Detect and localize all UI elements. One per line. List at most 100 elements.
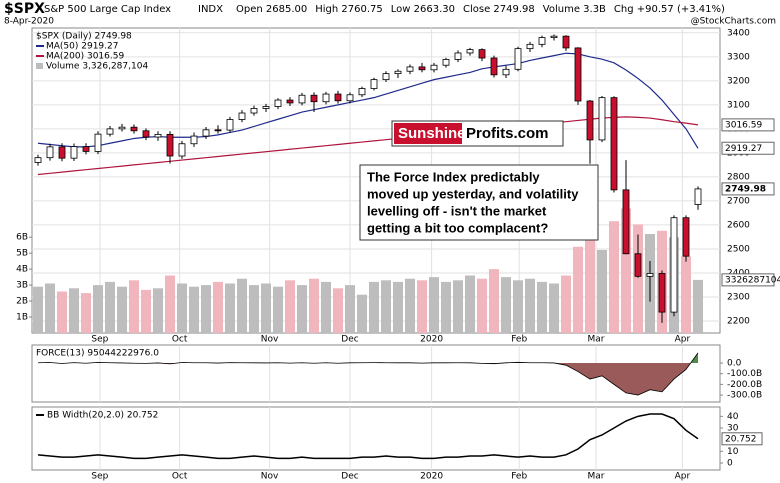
volume-bar — [213, 281, 223, 333]
header-stat: Open 2685.00 — [236, 4, 307, 15]
y-tick-label: 3300 — [727, 52, 750, 62]
volume-bar — [93, 285, 103, 333]
volume-bar — [489, 269, 499, 333]
volume-bar — [633, 224, 643, 333]
x-tick-label: Oct — [172, 472, 188, 482]
header-stat: High 2760.75 — [315, 4, 383, 15]
candle-body — [106, 128, 114, 135]
volume-bar — [549, 283, 559, 333]
volume-bar — [561, 275, 571, 333]
volume-bar — [441, 281, 451, 333]
last-value-label: 2919.27 — [725, 144, 762, 154]
y-tick-label: 40 — [727, 412, 739, 422]
header-stat: Low 2663.30 — [391, 4, 455, 15]
volume-bar — [429, 277, 439, 333]
y-tick-label: 3400 — [727, 28, 750, 38]
y-tick-label: 2700 — [727, 196, 750, 206]
volume-bar — [57, 291, 67, 333]
bb-width-line — [37, 413, 699, 460]
volume-bar — [201, 285, 211, 333]
y-tick-label: 3200 — [727, 76, 750, 86]
x-tick-label: Mar — [588, 335, 605, 345]
candle-body — [370, 79, 378, 89]
y-tick-label: -300.0B — [727, 391, 762, 401]
candle-body — [190, 135, 198, 145]
x-tick-label: Apr — [675, 472, 691, 482]
volume-bar — [273, 286, 283, 333]
volume-bar — [345, 285, 355, 333]
candle-body — [454, 52, 462, 60]
legend-title: $SPX (Daily) 2749.98 — [36, 32, 132, 42]
note-line: getting a bit too complacent? — [367, 220, 548, 235]
x-tick-label: Feb — [511, 335, 527, 345]
candle-body — [550, 35, 558, 39]
last-value-box — [721, 118, 775, 132]
volume-bar — [105, 281, 115, 333]
candle-body — [238, 112, 246, 120]
note-line: levelling off - isn't the market — [367, 203, 547, 218]
candle-body — [622, 189, 630, 255]
volume-bar — [117, 286, 127, 333]
force-area-negative — [56, 363, 691, 396]
candle-body — [646, 273, 654, 277]
candle-body — [466, 49, 474, 54]
y-tick-label: -100.0B — [727, 369, 762, 379]
volume-tick-label: 4B — [16, 265, 28, 275]
volume-bar — [681, 256, 691, 333]
y-tick-label: 3100 — [727, 100, 750, 110]
volume-bar — [453, 280, 463, 333]
volume-bar — [45, 283, 55, 333]
volume-tick-label: 2B — [16, 297, 28, 307]
volume-tick-label: 3B — [16, 281, 28, 291]
candle-body — [178, 143, 186, 157]
candle-body — [298, 94, 306, 104]
volume-bar — [285, 280, 295, 333]
header-stat: Chg +90.57 (+3.41%) — [614, 4, 725, 15]
volume-bar — [417, 280, 427, 333]
volume-bar — [321, 281, 331, 333]
volume-bar — [333, 288, 343, 333]
last-value-label: 3326287104 — [725, 275, 780, 285]
candle-body — [406, 66, 414, 72]
header-stat: Close 2749.98 — [463, 4, 535, 15]
volume-bar — [393, 281, 403, 333]
candle-body — [154, 133, 162, 138]
candle-body — [610, 97, 618, 191]
legend-swatch — [36, 63, 43, 69]
candle-body — [394, 70, 402, 75]
volume-bar — [369, 281, 379, 333]
volume-bar — [249, 285, 259, 333]
candle-body — [682, 217, 690, 257]
x-tick-label: Sep — [91, 472, 108, 482]
candle-body — [142, 130, 150, 138]
logo-part: Sunshine — [398, 125, 466, 142]
note-line: moved up yesterday, and volatility — [367, 186, 579, 201]
candle-body — [670, 217, 678, 313]
volume-bar — [81, 293, 91, 333]
candle-body — [502, 68, 510, 76]
watermark: @StockCharts.com — [691, 17, 776, 27]
y-tick-label: 2600 — [727, 220, 750, 230]
exchange: INDX — [198, 4, 223, 15]
x-tick-label: Dec — [341, 335, 358, 345]
x-tick-label: 2020 — [420, 472, 443, 482]
candle-body — [562, 35, 570, 49]
candle-body — [586, 100, 594, 141]
candle-body — [34, 157, 42, 163]
y-tick-label: 30 — [727, 424, 739, 434]
candle-body — [442, 59, 450, 66]
candle-body — [526, 43, 534, 50]
header-stat: Volume 3.3B — [543, 4, 606, 15]
candle-body — [538, 37, 546, 45]
logo-bg — [394, 123, 462, 144]
candle-body — [274, 99, 282, 107]
volume-bar — [297, 285, 307, 333]
candle-body — [94, 133, 102, 152]
x-tick-label: Dec — [341, 472, 358, 482]
force-line — [37, 352, 699, 396]
candle-body — [70, 146, 78, 159]
volume-bar — [357, 294, 367, 333]
volume-bar — [261, 283, 271, 333]
candle-body — [310, 94, 318, 103]
candle-body — [46, 146, 54, 159]
